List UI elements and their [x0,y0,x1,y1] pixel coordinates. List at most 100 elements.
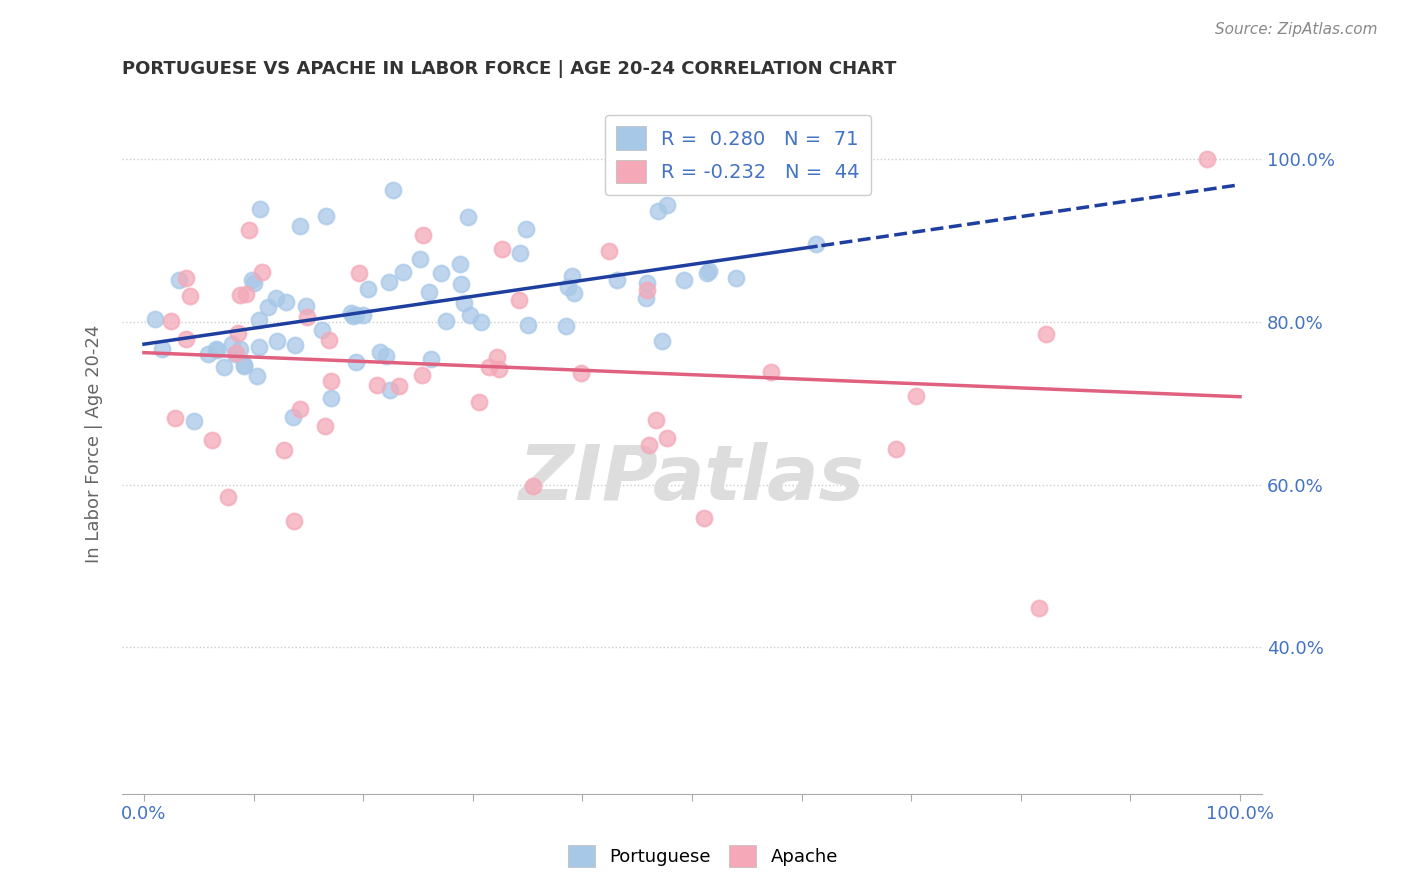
Point [515,222,537,236]
Point [311,323,333,337]
Point [174,271,197,285]
Point [283,514,305,528]
Point [295,310,318,324]
Point [419,352,441,367]
Point [249,202,271,216]
Point [232,359,254,374]
Point [229,288,252,302]
Point [430,266,453,280]
Point [562,285,585,300]
Point [357,282,380,296]
Point [468,395,491,409]
Point [470,315,492,329]
Point [318,333,340,347]
Point [804,237,827,252]
Point [274,295,297,310]
Point [478,359,501,374]
Point [344,354,367,368]
Point [205,343,228,357]
Point [693,511,716,525]
Point [434,313,457,327]
Point [375,350,398,364]
Legend: R =  0.280   N =  71, R = -0.232   N =  44: R = 0.280 N = 71, R = -0.232 N = 44 [605,115,872,195]
Point [647,204,669,219]
Point [273,442,295,457]
Point [288,219,311,233]
Point [409,252,432,267]
Point [657,432,679,446]
Point [183,413,205,427]
Point [315,209,337,223]
Point [378,275,401,289]
Point [606,273,628,287]
Point [174,332,197,346]
Point [217,491,239,505]
Point [366,378,388,392]
Point [378,384,401,398]
Point [197,346,219,360]
Point [672,273,695,287]
Point [637,438,659,452]
Point [458,309,481,323]
Point [412,228,434,243]
Point [163,411,186,425]
Point [143,312,166,326]
Point [179,289,201,303]
Point [340,306,363,320]
Legend: Portuguese, Apache: Portuguese, Apache [561,838,845,874]
Point [1197,153,1219,167]
Point [759,365,782,379]
Point [228,342,250,356]
Point [247,340,270,354]
Point [634,291,657,305]
Point [235,287,257,301]
Point [457,211,479,225]
Point [246,369,269,384]
Point [243,276,266,290]
Point [205,343,228,357]
Point [240,273,263,287]
Point [555,319,578,334]
Point [247,313,270,327]
Point [347,266,370,280]
Point [225,345,247,359]
Point [283,338,305,352]
Point [636,283,658,297]
Text: PORTUGUESE VS APACHE IN LABOR FORCE | AGE 20-24 CORRELATION CHART: PORTUGUESE VS APACHE IN LABOR FORCE | AG… [122,60,897,78]
Point [522,478,544,492]
Point [250,264,273,278]
Point [228,326,250,341]
Point [221,337,243,351]
Point [319,375,342,389]
Point [224,347,246,361]
Point [491,242,513,256]
Point [214,360,236,375]
Point [342,309,364,323]
Point [344,308,367,322]
Point [257,300,280,314]
Text: Source: ZipAtlas.com: Source: ZipAtlas.com [1215,22,1378,37]
Point [370,345,392,359]
Point [391,265,413,279]
Point [319,391,342,405]
Point [418,285,440,299]
Point [314,419,336,434]
Y-axis label: In Labor Force | Age 20-24: In Labor Force | Age 20-24 [86,325,103,563]
Point [388,379,411,393]
Point [381,183,404,197]
Point [167,273,190,287]
Point [561,269,583,284]
Point [697,264,720,278]
Point [264,291,287,305]
Point [724,271,747,285]
Point [645,413,668,427]
Point [696,267,718,281]
Point [569,366,592,380]
Point [295,299,318,313]
Point [651,334,673,349]
Point [509,246,531,260]
Point [281,409,304,424]
Point [288,402,311,417]
Point [266,334,288,348]
Point [450,277,472,291]
